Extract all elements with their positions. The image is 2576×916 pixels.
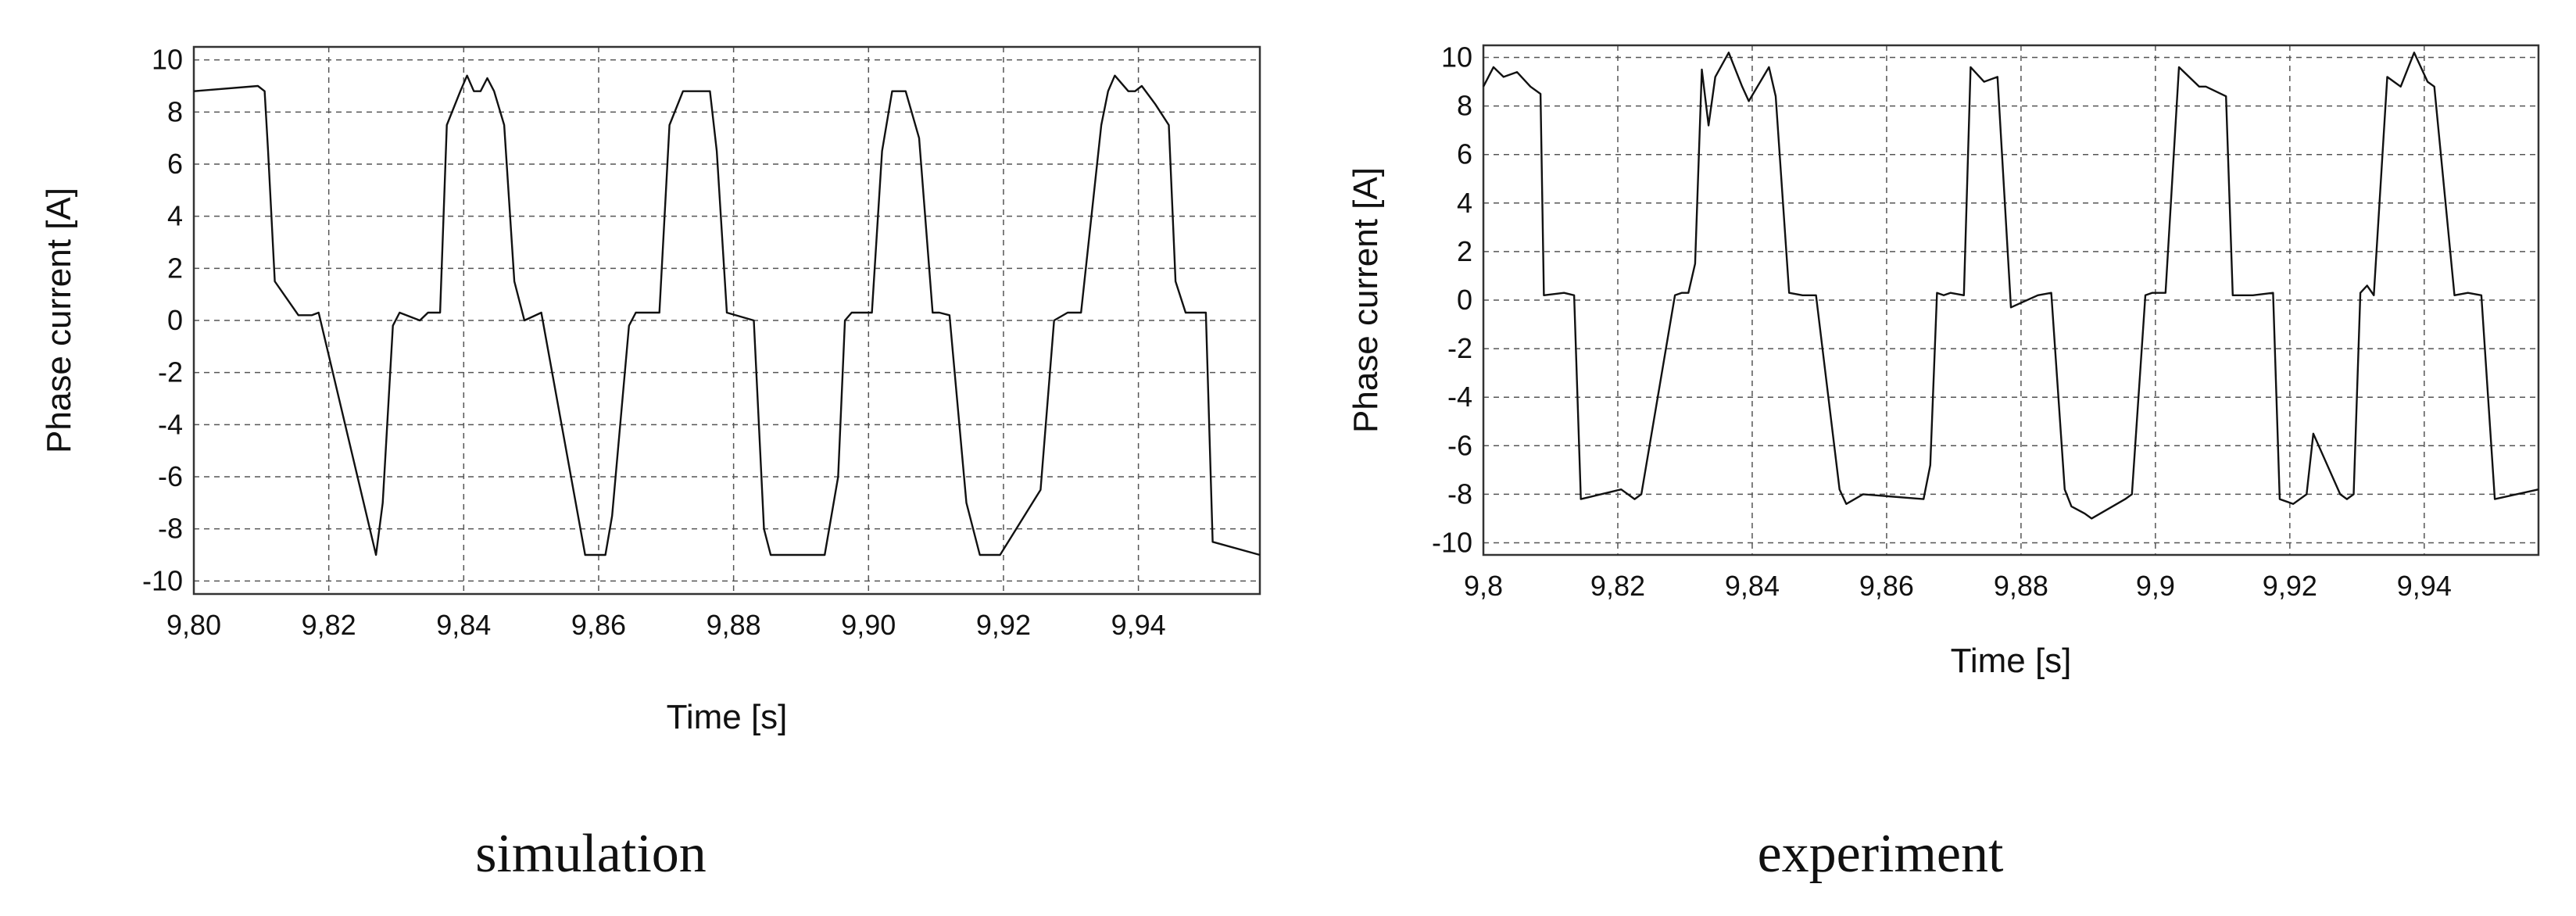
experiment-x-tick-label: 9,92 <box>2263 570 2317 602</box>
experiment-x-axis-label: Time [s] <box>1951 642 2072 680</box>
experiment-x-tick-label: 9,9 <box>2136 570 2175 602</box>
experiment-y-tick-label: -10 <box>1432 526 1472 558</box>
simulation-x-tick-label: 9,84 <box>436 609 491 641</box>
simulation-tick-labels: 9,80 9,82 9,84 9,86 9,88 9,90 9,92 9,94 10 8 6 4 2 0 -… <box>142 44 1166 641</box>
simulation-y-tick-label: -2 <box>158 356 183 388</box>
experiment-y-tick-label: 6 <box>1457 138 1472 170</box>
experiment-x-tick-label: 9,8 <box>1464 570 1503 602</box>
simulation-y-tick-label: 4 <box>167 200 183 232</box>
experiment-x-tick-label: 9,88 <box>1994 570 2048 602</box>
experiment-grid <box>1483 45 2538 555</box>
simulation-x-tick-label: 9,94 <box>1111 609 1166 641</box>
simulation-y-tick-label: -6 <box>158 460 183 492</box>
simulation-chart: 9,80 9,82 9,84 9,86 9,88 9,90 9,92 9,94 10 8 6 4 2 0 -… <box>40 44 1261 884</box>
experiment-phase-current-line <box>1482 52 2539 520</box>
simulation-y-tick-label: 6 <box>167 148 183 180</box>
simulation-y-axis-label: Phase current [A] <box>40 188 78 453</box>
experiment-x-tick-label: 9,82 <box>1590 570 1645 602</box>
experiment-y-tick-label: -4 <box>1447 381 1472 413</box>
simulation-y-tick-label: -4 <box>158 408 183 440</box>
experiment-tick-labels: 9,8 9,82 9,84 9,86 9,88 9,9 9,92 9,94 10 8 6 4 2 0 -2 -… <box>1432 41 2452 602</box>
simulation-x-tick-label: 9,80 <box>166 609 221 641</box>
experiment-y-tick-label: 10 <box>1441 41 1472 73</box>
simulation-x-tick-label: 9,90 <box>841 609 896 641</box>
simulation-x-tick-label: 9,82 <box>302 609 356 641</box>
simulation-plot-frame <box>192 45 1261 596</box>
simulation-y-tick-label: 8 <box>167 95 183 127</box>
simulation-y-tick-label: -10 <box>142 564 183 596</box>
experiment-y-tick-label: -8 <box>1447 478 1472 510</box>
simulation-y-tick-label: -8 <box>158 513 183 545</box>
simulation-phase-current-line <box>193 74 1261 556</box>
simulation-x-tick-label: 9,86 <box>571 609 626 641</box>
simulation-y-tick-label: 0 <box>167 304 183 336</box>
simulation-x-axis-label: Time [s] <box>667 698 788 736</box>
simulation-x-tick-label: 9,92 <box>976 609 1031 641</box>
experiment-plot-frame <box>1482 44 2540 556</box>
experiment-x-tick-label: 9,94 <box>2397 570 2452 602</box>
experiment-y-axis-label: Phase current [A] <box>1347 167 1385 433</box>
experiment-y-tick-label: 8 <box>1457 90 1472 122</box>
experiment-y-tick-label: -2 <box>1447 332 1472 364</box>
experiment-y-tick-label: 0 <box>1457 284 1472 316</box>
experiment-x-tick-label: 9,84 <box>1725 570 1780 602</box>
simulation-grid <box>194 47 1260 594</box>
experiment-y-tick-label: 4 <box>1457 187 1472 219</box>
simulation-x-tick-label: 9,88 <box>707 609 761 641</box>
experiment-chart: 9,8 9,82 9,84 9,86 9,88 9,9 9,92 9,94 10 8 6 4 2 0 -2 -… <box>1347 41 2540 884</box>
simulation-y-tick-label: 10 <box>152 44 183 76</box>
simulation-caption: simulation <box>475 824 707 884</box>
experiment-caption: experiment <box>1758 824 2004 884</box>
experiment-x-tick-label: 9,86 <box>1859 570 1914 602</box>
experiment-y-tick-label: -6 <box>1447 429 1472 461</box>
simulation-y-tick-label: 2 <box>167 252 183 284</box>
experiment-y-tick-label: 2 <box>1457 235 1472 267</box>
